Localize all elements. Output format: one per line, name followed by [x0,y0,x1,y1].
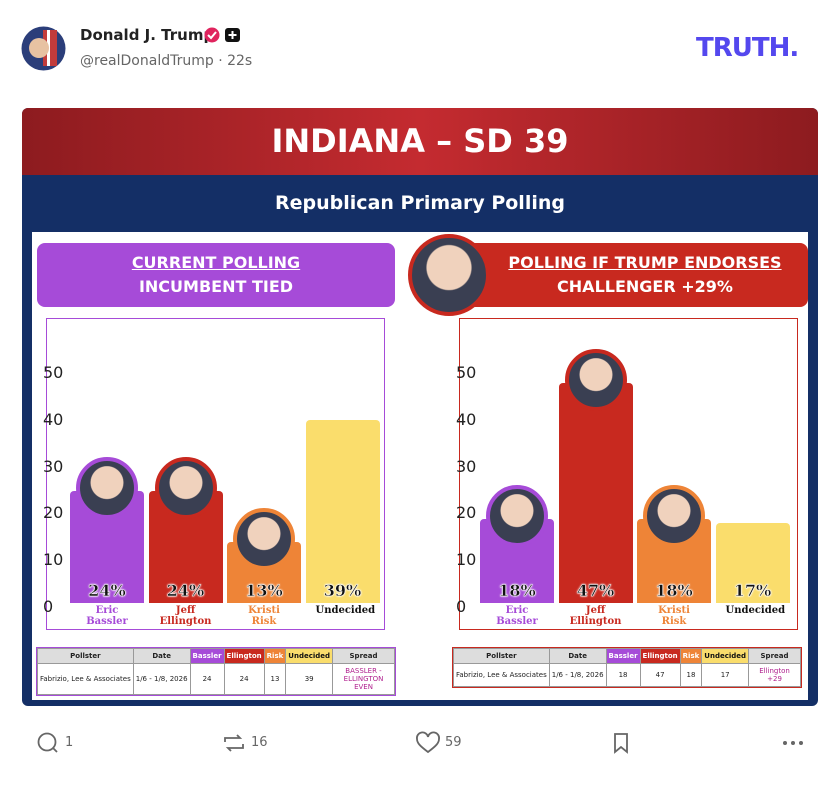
category-label: Jeff Ellington [569,605,622,627]
cell: Fabrizio, Lee & Associates [453,663,550,687]
cell: 24 [189,663,225,695]
column-header: Spread [748,648,801,664]
category-label: Eric Bassler [86,605,128,627]
column-header: Bassler [605,648,641,664]
column-header: Spread [332,648,395,664]
y-tick-label: 0 [43,597,54,616]
reply-icon[interactable] [36,731,60,755]
cell: 47 [639,663,681,687]
y-tick-label: 30 [456,456,477,476]
column-header: Undecided [701,648,750,664]
chart: 0 10 20 30 40 50 24% Eric Bassler 24% Jeff Elling… [43,318,385,630]
cell: 13 [263,663,287,695]
header-row: Pollster Date Bassler Ellington Risk Undecide… [453,648,801,664]
cell: 1/6 - 1/8, 2026 [548,663,607,687]
y-tick-label: 10 [456,550,477,570]
retruth-count[interactable]: 16 [251,735,268,750]
column-header: Ellington [639,648,681,664]
category-label: Jeff Ellington [159,605,212,627]
value-label: 18% [498,581,536,600]
value-label: 47% [576,581,615,600]
heading: CURRENT POLLING [131,253,301,272]
value-label: 24% [166,581,205,600]
category-label: Undecided [315,605,376,616]
value-label: 39% [323,581,362,600]
column-header: Undecided [285,648,334,664]
column-header: Date [132,648,191,664]
category-label: Undecided [725,605,786,616]
panel-heading: POLLING IF TRUMP ENDORSES CHALLENGER +29… [442,243,808,307]
candidate-photo [154,456,217,519]
candidate-photo [76,456,138,519]
column-header: Pollster [37,648,134,664]
candidate-photo [643,484,705,547]
graphic-title: INDIANA – SD 39 [22,108,818,175]
category-label: Kristi Risk [658,605,690,627]
y-tick-label: 10 [43,550,64,570]
column-header: Pollster [453,648,550,664]
cell: 17 [701,663,750,687]
panel-heading: CURRENT POLLING INCUMBENT TIED [37,243,395,307]
data-row: Fabrizio, Lee & Associates 1/6 - 1/8, 202… [453,663,801,687]
cell: 24 [223,663,265,695]
handle: @realDonaldTrump · 22s [80,53,253,69]
y-tick-label: 50 [43,362,64,382]
like-count[interactable]: 59 [445,735,462,750]
bar [305,420,380,603]
candidate-photo [233,508,295,571]
header-row: Pollster Date Bassler Ellington Risk Undecide… [37,648,395,664]
column-header: Bassler [189,648,225,664]
bar [715,523,790,603]
subheading: CHALLENGER +29% [557,277,733,296]
bookmark-icon[interactable] [611,731,631,755]
author-name[interactable]: Donald J. Trump [80,26,215,44]
cell: BASSLER - ELLINGTON EVEN [332,663,395,695]
cell: 18 [605,663,641,687]
candidate-photo [564,348,627,411]
like-icon[interactable] [415,731,441,755]
subheading: INCUMBENT TIED [138,277,294,296]
cell: Ellington +29 [748,663,801,687]
y-tick-label: 40 [456,409,477,429]
column-header: Risk [679,648,703,664]
y-tick-label: 50 [456,362,477,382]
poll-graphic: INDIANA – SD 39 Republican Primary Polli… [22,108,818,706]
column-header: Risk [263,648,287,664]
data-row: Fabrizio, Lee & Associates 1/6 - 1/8, 202… [37,663,395,695]
category-label: Eric Bassler [496,605,538,627]
panel-background [32,232,808,700]
column-header: Ellington [223,648,265,664]
more-icon[interactable] [781,735,805,751]
value-label: 18% [655,581,693,600]
poll-table: Pollster Date Bassler Ellington Risk Undecide… [452,647,802,688]
y-tick-label: 0 [456,597,467,616]
cell: 18 [679,663,703,687]
y-tick-label: 20 [456,503,477,523]
reply-count[interactable]: 1 [65,735,74,750]
brand-logo[interactable]: TRUTH. [696,33,799,63]
y-tick-label: 30 [43,456,64,476]
badges [204,27,240,43]
poll-table: Pollster Date Bassler Ellington Risk Undecide… [36,647,396,696]
graphic-subtitle: Republican Primary Polling [275,192,565,214]
y-tick-label: 20 [43,503,64,523]
cell: 1/6 - 1/8, 2026 [132,663,191,695]
value-label: 17% [733,581,772,600]
y-tick-label: 40 [43,409,64,429]
endorser-photo [408,234,490,316]
cell: Fabrizio, Lee & Associates [37,663,134,695]
avatar[interactable] [21,26,66,71]
chart: 0 10 20 30 40 50 18% Eric Bassler 47% Jeff Elling… [456,318,798,630]
retruth-icon[interactable] [221,731,247,755]
heading: POLLING IF TRUMP ENDORSES [508,253,782,272]
category-label: Kristi Risk [248,605,280,627]
cell: 39 [285,663,334,695]
column-header: Date [548,648,607,664]
value-label: 13% [245,581,283,600]
value-label: 24% [88,581,126,600]
candidate-photo [486,484,548,547]
bar [558,382,633,603]
